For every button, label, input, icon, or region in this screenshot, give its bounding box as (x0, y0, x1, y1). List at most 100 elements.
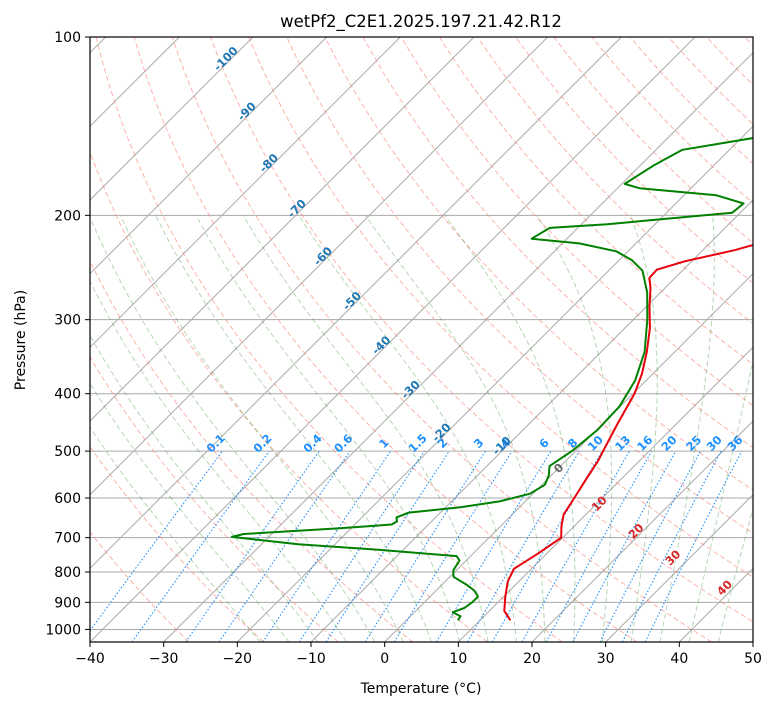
mixing-ratio-line (218, 450, 351, 642)
dry-adiabat-line (90, 445, 264, 642)
isotherm-line (531, 420, 753, 642)
dry-adiabat-line (591, 37, 753, 204)
dry-adiabat-line (95, 37, 563, 642)
isotherm-label: -40 (369, 333, 394, 358)
moist-adiabat-line (155, 215, 432, 642)
dry-adiabat-line (706, 37, 753, 86)
line-labels: 0.1 0.2 0.4 0.6 1 1.5 2 3 4 6 8 10 13 16 20 25 30 36-100-… (203, 44, 745, 599)
mixing-ratio-line (262, 450, 392, 642)
mixing-ratio-line (185, 450, 320, 642)
dry-adiabat-line (133, 37, 638, 642)
mixing-ratio-line (393, 450, 513, 642)
y-tick-label: 300 (54, 313, 81, 329)
isotherm-label: -100 (211, 44, 241, 74)
y-tick-label: 600 (54, 491, 81, 507)
x-tick-label: −30 (149, 651, 179, 667)
mixing-ratio-label: 6 (536, 435, 552, 451)
mixing-ratio-line (521, 450, 630, 642)
dry-adiabat-line (400, 37, 753, 407)
y-axis-label: Pressure (hPa) (13, 290, 29, 390)
moist-adiabat-label: 30 (662, 547, 683, 568)
x-tick-label: 10 (449, 651, 467, 667)
y-tick-label: 500 (54, 444, 81, 460)
x-tick-label: −10 (296, 651, 326, 667)
isotherm-label: -70 (284, 196, 309, 221)
moist-adiabat-label: 10 (589, 493, 610, 514)
mixing-ratio-label: 0.2 (250, 431, 274, 455)
x-tick-label: 40 (670, 651, 688, 667)
temperature-profile-line (503, 243, 753, 621)
isotherm-line (90, 37, 622, 570)
y-tick-label: 700 (54, 531, 81, 547)
dry-adiabat-line (515, 37, 753, 284)
isotherm-line (90, 37, 254, 201)
isotherm-label: -60 (311, 244, 336, 269)
moist-adiabat-line (536, 215, 613, 642)
y-tick-label: 200 (54, 208, 81, 224)
mixing-ratio-label: 1 (376, 435, 392, 451)
moist-adiabat-label: 40 (714, 577, 735, 598)
x-tick-label: −40 (75, 651, 105, 667)
mixing-ratio-label: 0.4 (300, 431, 324, 455)
dry-adiabat-line (90, 150, 488, 642)
moist-adiabat-line (688, 358, 753, 642)
isotherm-line (236, 125, 753, 642)
x-tick-label: 50 (744, 651, 762, 667)
isotherm-line (90, 37, 696, 642)
dry-adiabat-line (362, 37, 753, 449)
x-axis-label: Temperature (°C) (360, 681, 482, 697)
dry-adiabat-line (248, 37, 753, 578)
dry-adiabat-line (553, 37, 753, 244)
y-tick-label: 400 (54, 387, 81, 403)
chart-title: wetPf2_C2E1.2025.197.21.42.R12 (280, 12, 562, 32)
dry-adiabat-line (744, 37, 753, 47)
mixing-ratio-line (131, 450, 270, 642)
moist-adiabat-line (90, 334, 319, 642)
isotherm-line (384, 272, 753, 642)
isotherm-line (90, 37, 401, 349)
y-tick-label: 100 (54, 30, 81, 46)
dry-adiabat-line (324, 37, 753, 491)
dry-adiabat-line (90, 356, 339, 642)
mixing-ratio-line (298, 450, 425, 642)
mixing-ratio-line (364, 450, 486, 642)
x-tick-label: 30 (597, 651, 615, 667)
moist-adiabat-line (120, 215, 404, 642)
dry-adiabat-line (477, 37, 753, 325)
moist-adiabat-line (90, 382, 290, 642)
dry-adiabat-line (668, 37, 753, 125)
mixing-ratio-line (599, 450, 701, 642)
moist-adiabat-line (298, 215, 517, 642)
axes: −40 −30 −20 −10 0 10 20 30 40 5010020030040050060… (45, 30, 762, 667)
plot-frame (89, 36, 754, 643)
isotherm-line (752, 641, 753, 642)
profile-lines (230, 137, 753, 621)
x-tick-label: 20 (523, 651, 541, 667)
isotherm-line (163, 51, 753, 642)
mixing-ratio-line (545, 450, 653, 642)
moist-adiabat-line (90, 215, 376, 642)
mixing-ratio-line (325, 450, 450, 642)
moist-adiabat-line (364, 215, 546, 642)
mixing-ratio-line (644, 450, 743, 642)
dry-adiabat-line (171, 37, 712, 642)
moist-adiabat-line (630, 215, 658, 642)
isotherm-line (605, 493, 753, 642)
moist-adiabat-line (195, 215, 461, 642)
isotherm-line (90, 37, 328, 275)
y-tick-label: 800 (54, 565, 81, 581)
x-tick-label: 0 (380, 651, 389, 667)
dewpoint-profile-line (230, 137, 753, 621)
y-tick-label: 900 (54, 595, 81, 611)
mixing-ratio-line (621, 450, 722, 642)
isotherm-label: -50 (339, 289, 364, 314)
mixing-ratio-line (572, 450, 677, 642)
mixing-ratio-label: 0.6 (331, 431, 355, 455)
moist-adiabat-line (90, 279, 347, 642)
dry-adiabat-line (90, 259, 414, 642)
dry-adiabat-line (90, 531, 190, 642)
mixing-ratio-line (90, 450, 223, 632)
mixing-ratio-label: 3 (471, 435, 487, 451)
isotherm-line (678, 567, 753, 642)
